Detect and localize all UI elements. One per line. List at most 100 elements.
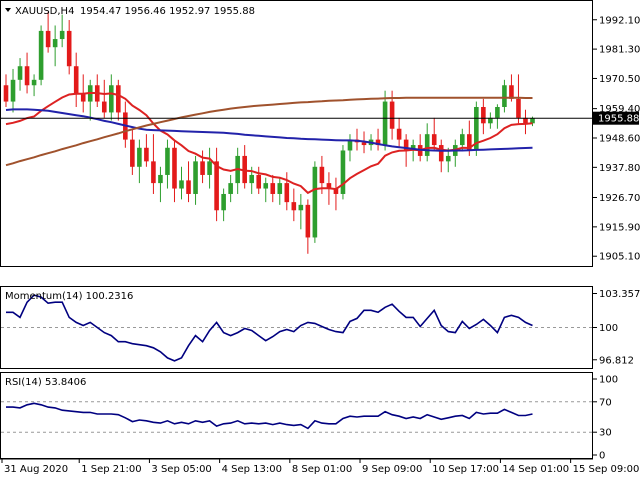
candle	[424, 123, 430, 162]
candle-body	[101, 101, 107, 113]
candle	[116, 79, 121, 121]
time-tick-label: 3 Sep 05:00	[151, 464, 211, 475]
collapse-triangle-icon[interactable]	[5, 8, 11, 12]
candle-body	[530, 118, 535, 124]
indicator-tick-label: 70	[599, 397, 612, 408]
candle-body	[389, 101, 395, 129]
candle	[488, 112, 493, 129]
candle	[270, 174, 276, 203]
candle-body	[151, 161, 156, 184]
candle-body	[502, 85, 507, 107]
indicator-tick-label: 96.812	[599, 355, 634, 366]
price-tick-label: 1959.40	[599, 104, 640, 115]
candle	[144, 134, 149, 167]
indicator-tick-label: 103.3574	[599, 289, 640, 300]
candle-body	[516, 98, 521, 118]
candle-body	[31, 79, 37, 86]
candle-body	[242, 155, 247, 184]
rsi-indicator: 100 70 30 0	[1, 375, 618, 462]
candle	[445, 147, 451, 173]
price-tick-label: 1915.90	[599, 222, 640, 233]
candle-body	[249, 174, 254, 184]
candle-body	[52, 39, 58, 48]
candle-body	[270, 183, 276, 194]
candle-body	[347, 139, 353, 151]
candle	[101, 79, 107, 118]
candle-body	[340, 150, 346, 194]
price-tick-label: 1970.50	[599, 74, 640, 85]
candle	[396, 117, 402, 148]
indicator-tick-label: 0	[599, 451, 605, 462]
time-tick-label: 31 Aug 2020	[4, 464, 68, 475]
candle	[179, 166, 184, 200]
candle-body	[193, 161, 198, 194]
candle-body	[403, 139, 409, 151]
candle-body	[319, 166, 325, 184]
candle-body	[431, 134, 437, 146]
candle-body	[445, 155, 451, 162]
candle	[305, 199, 311, 254]
time-tick-label: 8 Sep 01:00	[292, 464, 352, 475]
price-tick-label: 1981.30	[599, 45, 640, 56]
time-tick-label: 4 Sep 13:00	[222, 464, 282, 475]
candle-body	[116, 85, 121, 113]
candle-body	[179, 180, 184, 189]
candle	[38, 25, 44, 86]
candle-body	[80, 93, 86, 102]
symbol-label: XAUUSD,H4	[15, 6, 74, 17]
candle	[10, 68, 16, 113]
candle	[158, 166, 163, 203]
candle	[73, 52, 79, 107]
price-panel-frame	[0, 0, 593, 267]
candle-body	[17, 66, 23, 80]
rsi-panel-frame	[0, 372, 593, 459]
candle	[347, 134, 353, 162]
candle	[256, 166, 262, 194]
candle-body	[10, 79, 16, 102]
momentum-line	[6, 294, 533, 362]
candle-body	[438, 145, 444, 162]
current-price-tag	[593, 111, 639, 125]
candle	[214, 147, 219, 222]
candle-body	[256, 174, 262, 189]
price-tick-label: 1905.10	[599, 252, 640, 263]
candle-body	[424, 134, 430, 156]
candle	[3, 74, 9, 107]
candle-body	[481, 107, 486, 124]
candle	[382, 90, 388, 151]
candle	[298, 193, 304, 230]
candle	[151, 134, 156, 194]
momentum-title: Momentum(14) 100.2316	[5, 291, 133, 302]
candle-body	[158, 174, 163, 184]
candle-body	[460, 134, 465, 146]
candle	[481, 98, 486, 135]
candle-body	[375, 139, 381, 146]
time-tick-label: 10 Sep 17:00	[432, 464, 499, 475]
candle-body	[172, 147, 177, 189]
price-tick-label: 1992.10	[599, 15, 640, 26]
candle	[221, 188, 226, 222]
candle	[207, 147, 212, 189]
current-price-label: 1955.88	[598, 114, 639, 125]
candle	[45, 11, 51, 53]
candle	[523, 109, 528, 135]
candle-body	[298, 204, 304, 211]
candle	[17, 58, 23, 91]
candle	[242, 145, 247, 189]
time-tick-label: 14 Sep 01:00	[502, 464, 569, 475]
candle-body	[488, 117, 493, 124]
candle-body	[59, 30, 65, 40]
candle-body	[66, 30, 72, 67]
candle-body	[221, 193, 226, 211]
time-tick-label: 15 Sep 09:00	[573, 464, 640, 475]
candle	[24, 52, 30, 94]
candle	[516, 74, 521, 124]
candle-body	[3, 85, 9, 102]
candle	[52, 25, 58, 67]
candle-body	[263, 183, 269, 189]
candle	[340, 145, 346, 200]
candle-body	[396, 128, 402, 140]
candle	[109, 74, 114, 121]
candle	[137, 139, 142, 184]
